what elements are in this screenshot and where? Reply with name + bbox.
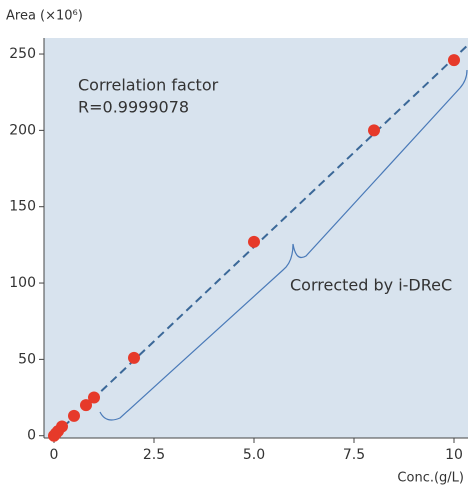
data-point <box>368 124 380 137</box>
x-tick-label: 2.5 <box>143 447 165 463</box>
brace <box>99 69 468 421</box>
data-point <box>88 391 100 404</box>
data-point <box>448 54 460 67</box>
y-tick-label: 0 <box>27 428 36 444</box>
x-tick-label: 10 <box>445 447 463 463</box>
data-point <box>248 235 260 248</box>
y-tick-label: 200 <box>9 122 36 138</box>
x-axis-label: Conc.(g/L) <box>397 471 464 486</box>
y-axis-label: Area (×10⁶) <box>6 9 83 24</box>
data-point <box>68 409 80 422</box>
data-point <box>80 399 92 412</box>
annotation: Corrected by i-DReC <box>290 276 452 295</box>
data-point <box>56 420 68 433</box>
y-tick-label: 250 <box>9 46 36 62</box>
y-tick-label: 150 <box>9 199 36 215</box>
x-tick-label: 5.0 <box>243 447 265 463</box>
y-tick-label: 50 <box>18 351 36 367</box>
trendline <box>53 44 468 437</box>
y-tick-label: 100 <box>9 275 36 291</box>
annotation: R=0.9999078 <box>78 98 189 117</box>
data-point <box>128 351 140 364</box>
annotation: Correlation factor <box>78 76 219 95</box>
x-tick-label: 0 <box>50 447 59 463</box>
x-tick-label: 7.5 <box>343 447 365 463</box>
